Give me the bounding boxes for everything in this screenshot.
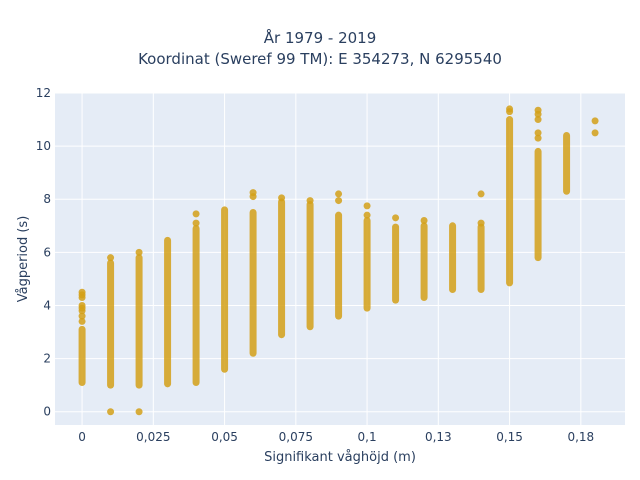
data-column bbox=[506, 116, 514, 287]
data-column bbox=[392, 223, 400, 304]
data-point bbox=[363, 202, 371, 210]
x-tick-label: 0,15 bbox=[496, 430, 523, 444]
data-point bbox=[477, 219, 485, 227]
data-point bbox=[306, 197, 314, 205]
data-point bbox=[477, 190, 485, 198]
data-point bbox=[335, 190, 343, 198]
x-tick-label: 0,18 bbox=[567, 430, 594, 444]
data-column bbox=[107, 259, 115, 389]
y-tick-label: 6 bbox=[43, 245, 51, 259]
data-point bbox=[534, 116, 542, 124]
data-column bbox=[306, 201, 314, 331]
data-point bbox=[420, 216, 428, 224]
data-column bbox=[221, 206, 229, 373]
data-point bbox=[534, 106, 542, 114]
chart-subtitle: Koordinat (Sweref 99 TM): E 354273, N 62… bbox=[138, 50, 502, 68]
data-point bbox=[363, 211, 371, 219]
y-tick-label: 10 bbox=[36, 139, 51, 153]
data-point bbox=[534, 129, 542, 137]
y-tick-label: 0 bbox=[43, 405, 51, 419]
data-column bbox=[164, 236, 172, 388]
x-tick-label: 0,1 bbox=[358, 430, 377, 444]
data-point bbox=[192, 219, 200, 227]
x-tick-label: 0,05 bbox=[211, 430, 238, 444]
x-tick-label: 0,025 bbox=[136, 430, 170, 444]
data-point bbox=[278, 194, 286, 202]
data-column bbox=[249, 209, 257, 357]
y-axis-label: Vågperiod (s) bbox=[16, 216, 31, 303]
y-tick-label: 12 bbox=[36, 86, 51, 100]
data-column bbox=[78, 325, 86, 387]
data-point bbox=[392, 214, 400, 222]
y-axis-ticks: 0 2 4 6 8 10 12 bbox=[36, 86, 51, 419]
data-point bbox=[135, 248, 143, 256]
x-axis-label: Signifikant våghöjd (m) bbox=[264, 450, 416, 465]
data-point bbox=[249, 189, 257, 197]
x-axis-ticks: 0 0,025 0,05 0,075 0,1 0,13 0,15 0,18 bbox=[78, 430, 594, 444]
data-point bbox=[591, 117, 599, 125]
data-point bbox=[78, 301, 86, 309]
data-point bbox=[192, 210, 200, 218]
chart-title: År 1979 - 2019 bbox=[263, 29, 377, 47]
data-point bbox=[506, 105, 514, 113]
data-column bbox=[420, 222, 428, 302]
data-point bbox=[107, 408, 115, 416]
data-column bbox=[363, 216, 371, 312]
data-points bbox=[78, 105, 599, 416]
data-column bbox=[534, 147, 542, 262]
data-column bbox=[135, 254, 143, 389]
data-point bbox=[135, 408, 143, 416]
y-tick-label: 8 bbox=[43, 192, 51, 206]
data-column bbox=[192, 224, 200, 387]
data-point bbox=[534, 134, 542, 142]
data-point bbox=[78, 288, 86, 296]
data-point bbox=[78, 312, 86, 320]
y-tick-label: 4 bbox=[43, 298, 51, 312]
data-column bbox=[335, 211, 343, 320]
x-tick-label: 0,13 bbox=[425, 430, 452, 444]
data-column bbox=[449, 222, 457, 294]
x-tick-label: 0,075 bbox=[279, 430, 313, 444]
data-point bbox=[78, 317, 86, 325]
data-point bbox=[335, 197, 343, 205]
y-tick-label: 2 bbox=[43, 352, 51, 366]
data-column bbox=[278, 198, 286, 339]
data-point bbox=[107, 254, 115, 262]
data-column bbox=[563, 131, 571, 195]
data-point bbox=[591, 129, 599, 137]
x-tick-label: 0 bbox=[78, 430, 86, 444]
data-column bbox=[477, 223, 485, 294]
